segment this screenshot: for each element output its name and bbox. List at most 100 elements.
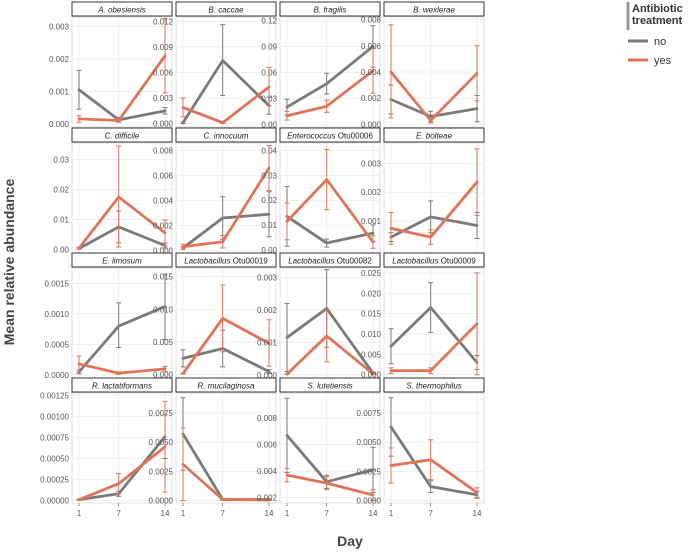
- series-yes: [388, 439, 480, 498]
- series-line: [285, 178, 375, 244]
- facet-title: C. difficile: [105, 132, 140, 141]
- series-line: [77, 305, 167, 374]
- facet-title: C. innocuum: [204, 132, 249, 141]
- series-yes: [76, 355, 168, 375]
- series-line: [77, 445, 167, 502]
- facet-title-part: Enterococcus: [287, 132, 335, 141]
- facet-title-part: Lactobacillus: [184, 257, 230, 266]
- y-tick-label: 0.0015: [45, 279, 70, 288]
- series-yes: [388, 24, 480, 124]
- series-line: [77, 362, 167, 375]
- x-tick-label: 7: [220, 509, 225, 518]
- series-line: [181, 317, 271, 375]
- y-tick-label: 0.0050: [149, 438, 174, 447]
- y-tick-label: 0.04: [261, 146, 277, 155]
- facet-title-part: B. fragilis: [314, 6, 347, 15]
- y-tick-label: 0.015: [361, 310, 382, 319]
- x-tick-label: 1: [77, 509, 82, 518]
- series-line: [77, 54, 167, 122]
- facet-title-part: Otu00006: [336, 132, 374, 141]
- facet-title-part: A. obesiensis: [97, 6, 146, 15]
- facet-panel: R. lactatiformans 0.00000 0.00025 0.00050 0.…: [40, 377, 173, 518]
- y-tick-label: 0.008: [361, 16, 382, 25]
- series-yes: [284, 309, 376, 376]
- y-tick-label: 0.01: [53, 215, 69, 224]
- series-no: [180, 191, 272, 250]
- facet-strip: [175, 377, 277, 393]
- series-no: [388, 282, 480, 370]
- y-tick-label: 0.0075: [149, 409, 174, 418]
- series-line: [285, 45, 375, 109]
- y-tick-label: 0.008: [257, 414, 278, 423]
- x-tick-label: 1: [389, 509, 394, 518]
- plot-area: [383, 267, 485, 379]
- y-tick-label: 0.01: [261, 221, 277, 230]
- facet-title: B. caccae: [208, 6, 244, 15]
- facet-title-part: R. lactatiformans: [92, 382, 152, 391]
- facet-title-part: S. lutetiensis: [307, 382, 352, 391]
- facet-title-part: E. limosum: [102, 257, 142, 266]
- facet-strip: [71, 127, 173, 143]
- facet-title: B. wexlerae: [413, 6, 455, 15]
- y-tick-label: 0.12: [261, 16, 277, 25]
- x-tick-label: 14: [473, 509, 482, 518]
- y-tick-label: 0.003: [361, 159, 382, 168]
- facet-title: S. lutetiensis: [307, 382, 352, 391]
- series-line: [285, 473, 375, 497]
- facet-title-part: B. wexlerae: [413, 6, 455, 15]
- y-tick-label: 0.010: [153, 305, 174, 314]
- facet-panel: S. thermophilus 0.0000 0.0025 0.0050 0.0075 1…: [357, 377, 485, 518]
- y-tick-label: 0.000: [257, 371, 278, 380]
- y-tick-label: 0.015: [153, 273, 174, 282]
- series-yes: [76, 18, 168, 123]
- y-tick-label: 0.0000: [45, 371, 70, 380]
- facet-strip: [175, 252, 277, 268]
- x-tick-label: 1: [181, 509, 186, 518]
- facet-title: S. thermophilus: [406, 382, 462, 391]
- plot-area: [71, 16, 173, 128]
- facet-title-part: E. bolteae: [416, 132, 453, 141]
- facet-title-part: S. thermophilus: [406, 382, 462, 391]
- y-tick-label: 0.03: [261, 94, 277, 103]
- facet-title: E. bolteae: [416, 132, 453, 141]
- series-line: [181, 85, 271, 125]
- y-tick-label: 0.002: [257, 306, 278, 315]
- facet-strip: [71, 1, 173, 17]
- facet-strip: [279, 377, 381, 393]
- y-tick-label: 0.006: [257, 441, 278, 450]
- x-tick-label: 7: [116, 509, 121, 518]
- series-yes: [388, 148, 480, 245]
- series-line: [389, 70, 479, 122]
- facet-strip: [279, 1, 381, 17]
- y-tick-label: 0.00050: [40, 454, 69, 463]
- series-line: [77, 195, 167, 250]
- series-line: [285, 307, 375, 375]
- y-tick-label: 0.004: [257, 467, 278, 476]
- y-tick-label: 0.0000: [357, 497, 382, 506]
- y-tick-label: 0.005: [153, 338, 174, 347]
- y-tick-label: 0.03: [53, 155, 69, 164]
- facet-panel: B. caccae 0.000 0.003 0.006 0.009 0.012: [153, 1, 277, 129]
- series-yes: [284, 468, 376, 501]
- facet-title-part: Otu00009: [438, 257, 476, 266]
- facet-title-part: B. caccae: [208, 6, 244, 15]
- series-line: [181, 59, 271, 125]
- series-yes: [284, 148, 376, 249]
- y-tick-label: 0.0010: [45, 310, 70, 319]
- y-tick-label: 0.00100: [40, 413, 69, 422]
- y-tick-label: 0.001: [361, 217, 382, 226]
- y-tick-label: 0.00075: [40, 434, 69, 443]
- x-tick-label: 7: [324, 509, 329, 518]
- series-line: [389, 306, 479, 364]
- facet-title: Lactobacillus Otu00082: [288, 257, 372, 266]
- facet-title: Enterococcus Otu00006: [287, 132, 373, 141]
- facet-title-part: R. mucilaginosa: [198, 382, 255, 391]
- facet-panel: Enterococcus Otu00006 0.00 0.01 0.02 0.03 0.0…: [261, 127, 381, 255]
- y-tick-label: 0.002: [257, 494, 278, 503]
- series-line: [285, 215, 375, 245]
- facet-title: E. limosum: [102, 257, 142, 266]
- facet-panel: A. obesiensis 0.000 0.001 0.002 0.003: [49, 1, 173, 129]
- y-axis-title: Mean relative abundance: [1, 179, 17, 346]
